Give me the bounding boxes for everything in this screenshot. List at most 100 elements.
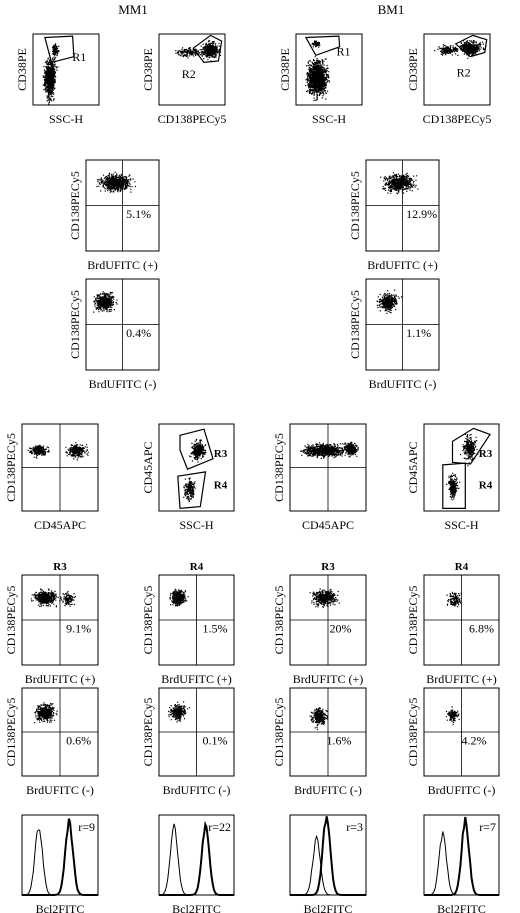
event-dots xyxy=(183,438,207,503)
panel-bm1-brdu-neg: 1.1% BrdUFITC (-) CD138PECy5 xyxy=(348,278,440,391)
y-axis-label: CD45APC xyxy=(141,441,155,493)
histogram-bcl2 xyxy=(22,818,98,896)
y-axis-label: CD138PECy5 xyxy=(406,698,420,767)
x-axis-label: BrdUFITC (+) xyxy=(87,258,157,272)
y-axis-label: CD138PECy5 xyxy=(348,290,362,359)
panel-bm1-gate-r2: R2 CD138PECy5 CD38PE xyxy=(406,33,491,126)
percent-label: 1.1% xyxy=(406,326,431,340)
percent-label: 4.2% xyxy=(462,733,487,747)
x-axis-label: BrdUFITC (+) xyxy=(293,672,363,686)
panel-mm1-r3-pos: 9.1% R3 BrdUFITC (+) CD138PECy5 xyxy=(4,561,99,686)
gate-outline xyxy=(44,35,75,64)
event-dots xyxy=(96,171,136,193)
histogram-bcl2 xyxy=(159,820,234,896)
panel-title: R3 xyxy=(321,561,335,573)
event-dots xyxy=(446,433,479,501)
gate-label: R1 xyxy=(337,44,351,58)
ratio-label: r=3 xyxy=(346,820,363,834)
panel-mm1-r4-neg: 0.1% BrdUFITC (-) CD138PECy5 xyxy=(141,687,235,797)
panel-mm1-cd45: CD45APC CD138PECy5 xyxy=(4,423,99,532)
x-axis-label: BrdUFITC (+) xyxy=(161,672,231,686)
event-dots xyxy=(27,442,89,461)
gate-outline xyxy=(177,471,207,510)
panel-bm1-brdu-pos: 12.9% BrdUFITC (+) CD138PECy5 xyxy=(348,159,440,272)
event-dots xyxy=(305,40,330,102)
x-axis-label: SSC-H xyxy=(444,518,478,532)
x-axis-label: CD45APC xyxy=(302,518,354,532)
histogram-control xyxy=(290,834,366,896)
event-dots xyxy=(445,706,460,725)
event-dots xyxy=(380,172,419,195)
event-dots xyxy=(42,43,60,105)
event-dots xyxy=(169,588,189,607)
gate-outline xyxy=(179,428,214,470)
panel-frame xyxy=(32,33,100,106)
x-axis-label: Bcl2FITC xyxy=(36,902,85,913)
percent-label: 1.6% xyxy=(326,733,351,747)
panel-bm1-r4-pos: 6.8% R4 BrdUFITC (+) CD138PECy5 xyxy=(406,561,500,686)
panel-bm1-r3-pos: 20% R3 BrdUFITC (+) CD138PECy5 xyxy=(272,561,367,686)
event-dots xyxy=(168,701,191,723)
event-dots xyxy=(309,707,329,730)
event-dots xyxy=(309,588,340,608)
ratio-label: r=9 xyxy=(78,820,95,834)
y-axis-label: CD138PECy5 xyxy=(4,698,18,767)
panel-frame xyxy=(295,33,363,106)
event-dots xyxy=(93,291,118,313)
event-dots xyxy=(175,40,222,62)
percent-label: 5.1% xyxy=(126,207,151,221)
x-axis-label: SSC-H xyxy=(49,112,83,126)
panel-bm1-r4-bcl2: r=7 Bcl2FITC xyxy=(423,814,500,913)
panel-bm1-ssc-r34: R3 R4 SSC-H CD45APC xyxy=(406,423,500,532)
histogram-control xyxy=(22,829,98,896)
y-axis-label: CD38PE xyxy=(406,48,420,91)
gate-label: R1 xyxy=(72,50,86,64)
percent-label: 1.5% xyxy=(203,622,228,636)
gate-label: R3 xyxy=(214,448,228,460)
y-axis-label: CD138PECy5 xyxy=(348,171,362,240)
panel-title: R4 xyxy=(455,561,469,573)
panel-mm1-r3-bcl2: r=9 Bcl2FITC xyxy=(21,814,99,913)
y-axis-label: CD138PECy5 xyxy=(272,433,286,502)
column-title-mm1: MM1 xyxy=(118,2,148,17)
panel-title: R4 xyxy=(190,561,204,573)
gate-label: R3 xyxy=(479,448,493,460)
x-axis-label: Bcl2FITC xyxy=(172,902,221,913)
panel-mm1-brdu-neg: 0.4% BrdUFITC (-) CD138PECy5 xyxy=(68,278,160,391)
percent-label: 20% xyxy=(330,622,352,636)
y-axis-label: CD138PECy5 xyxy=(4,433,18,502)
event-dots xyxy=(446,591,462,608)
gate-outline xyxy=(304,35,341,57)
panel-mm1-r4-pos: 1.5% R4 BrdUFITC (+) CD138PECy5 xyxy=(141,561,235,686)
panel-bm1-gate-r1: R1 SSC-H CD38PE xyxy=(278,33,363,126)
event-dots xyxy=(30,588,76,608)
panel-mm1-gate-r2: R2 CD138PECy5 CD38PE xyxy=(141,33,226,126)
x-axis-label: BrdUFITC (-) xyxy=(89,377,157,391)
y-axis-label: CD138PECy5 xyxy=(406,586,420,655)
event-dots xyxy=(34,702,58,724)
y-axis-label: CD45APC xyxy=(406,441,420,493)
x-axis-label: Bcl2FITC xyxy=(304,902,353,913)
y-axis-label: CD138PECy5 xyxy=(68,290,82,359)
panel-frame xyxy=(423,33,491,106)
ratio-label: r=7 xyxy=(479,820,496,834)
x-axis-label: BrdUFITC (+) xyxy=(25,672,95,686)
x-axis-label: SSC-H xyxy=(312,112,346,126)
x-axis-label: CD45APC xyxy=(34,518,86,532)
percent-label: 12.9% xyxy=(406,207,437,221)
percent-label: 6.8% xyxy=(469,622,494,636)
event-dots xyxy=(434,40,487,59)
ratio-label: r=22 xyxy=(208,820,231,834)
event-dots xyxy=(376,289,403,314)
gate-label: R4 xyxy=(214,479,228,491)
gate-outline xyxy=(442,462,466,509)
panel-bm1-r3-neg: 1.6% BrdUFITC (-) CD138PECy5 xyxy=(272,687,367,797)
x-axis-label: BrdUFITC (-) xyxy=(294,783,362,797)
gate-label: R2 xyxy=(457,66,471,80)
x-axis-label: BrdUFITC (+) xyxy=(426,672,496,686)
percent-label: 0.1% xyxy=(203,733,228,747)
gate-label: R4 xyxy=(479,479,493,491)
panel-mm1-brdu-pos: 5.1% BrdUFITC (+) CD138PECy5 xyxy=(68,159,160,272)
y-axis-label: CD38PE xyxy=(15,48,29,91)
